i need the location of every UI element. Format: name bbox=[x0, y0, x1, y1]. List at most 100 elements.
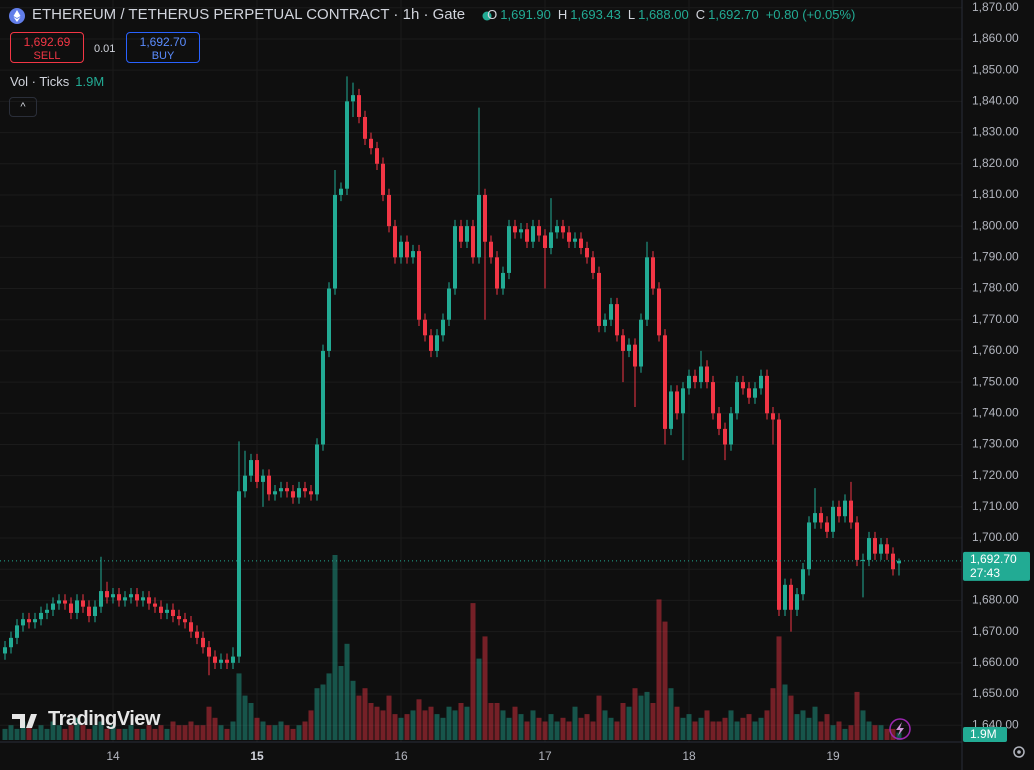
volume-bar bbox=[320, 684, 326, 740]
volume-bar bbox=[212, 717, 218, 740]
candle-body bbox=[381, 163, 385, 195]
candle-body bbox=[747, 388, 751, 398]
volume-bar bbox=[116, 728, 122, 740]
candle-body bbox=[447, 288, 451, 320]
candle-body bbox=[483, 194, 487, 242]
y-tick-label: 1,760.00 bbox=[972, 343, 1019, 357]
x-tick-label: 18 bbox=[682, 749, 696, 763]
volume-bar bbox=[506, 717, 512, 740]
candle-body bbox=[591, 257, 595, 273]
candle-body bbox=[855, 522, 859, 560]
volume-bar bbox=[38, 725, 44, 740]
volume-bar bbox=[482, 636, 488, 740]
candle-body bbox=[861, 559, 865, 561]
y-tick-label: 1,650.00 bbox=[972, 686, 1019, 700]
status-dot bbox=[482, 11, 492, 21]
volume-bar bbox=[548, 714, 554, 740]
candle-body bbox=[171, 609, 175, 617]
volume-bar bbox=[608, 717, 614, 740]
volume-bar bbox=[800, 710, 806, 740]
candle-body bbox=[783, 584, 787, 610]
candle-body bbox=[309, 491, 313, 495]
sell-label: SELL bbox=[33, 50, 61, 62]
volume-bar bbox=[488, 703, 494, 740]
candle-body bbox=[369, 138, 373, 149]
candle-body bbox=[789, 584, 793, 610]
volume-bar bbox=[842, 728, 848, 740]
candle-body bbox=[759, 375, 763, 389]
candle-body bbox=[213, 656, 217, 663]
candle-body bbox=[27, 619, 31, 623]
volume-bar bbox=[182, 725, 188, 740]
volume-bar bbox=[806, 717, 812, 740]
candle-body bbox=[669, 391, 673, 429]
settings-button[interactable] bbox=[1013, 746, 1025, 758]
candle-body bbox=[831, 506, 835, 532]
volume-bar bbox=[860, 710, 866, 740]
volume-bar bbox=[686, 714, 692, 740]
candle-body bbox=[579, 238, 583, 248]
volume-bar bbox=[236, 673, 242, 740]
candle-body bbox=[15, 625, 19, 638]
candle-body bbox=[609, 304, 613, 320]
candle-body bbox=[327, 288, 331, 351]
candle-body bbox=[651, 257, 655, 289]
settings-dot bbox=[1017, 750, 1021, 754]
candle-body bbox=[279, 488, 283, 492]
volume-bar bbox=[422, 710, 428, 740]
candle-body bbox=[819, 513, 823, 523]
y-tick-label: 1,710.00 bbox=[972, 499, 1019, 513]
volume-bar bbox=[848, 725, 854, 740]
volume-bar bbox=[812, 706, 818, 740]
candle-body bbox=[639, 319, 643, 367]
volume-bar bbox=[722, 717, 728, 740]
volume-bar bbox=[758, 717, 764, 740]
candle-body bbox=[885, 544, 889, 554]
volume-bar bbox=[854, 691, 860, 740]
volume-bar bbox=[332, 555, 338, 740]
y-tick-label: 1,720.00 bbox=[972, 468, 1019, 482]
y-tick-label: 1,680.00 bbox=[972, 593, 1019, 607]
candle-body bbox=[57, 600, 61, 604]
candle-body bbox=[585, 247, 589, 258]
candle-body bbox=[231, 656, 235, 663]
eth-glyph bbox=[13, 10, 21, 22]
volume-bar bbox=[716, 721, 722, 740]
volume-legend: Vol · Ticks 1.9M bbox=[10, 74, 104, 89]
candle-body bbox=[111, 594, 115, 598]
volume-bar bbox=[86, 728, 92, 740]
sell-button[interactable]: 1,692.69 SELL bbox=[10, 32, 84, 63]
candle-body bbox=[87, 606, 91, 617]
y-tick-label: 1,860.00 bbox=[972, 31, 1019, 45]
lightning-button[interactable] bbox=[889, 718, 911, 740]
volume-bar bbox=[230, 721, 236, 740]
ohlc: O 1,691.90 H 1,693.43 L 1,688.00 C 1,692.70 … bbox=[483, 7, 855, 22]
volume-bar bbox=[452, 710, 458, 740]
candle-body bbox=[99, 591, 103, 607]
volume-bar bbox=[836, 721, 842, 740]
candle-body bbox=[9, 637, 13, 648]
candle-body bbox=[477, 194, 481, 258]
candle-body bbox=[549, 232, 553, 248]
candle-body bbox=[333, 194, 337, 289]
candle-body bbox=[249, 460, 253, 476]
candle-body bbox=[537, 226, 541, 236]
candle-body bbox=[105, 591, 109, 598]
volume-bar bbox=[92, 725, 98, 740]
volume-bar bbox=[272, 725, 278, 740]
candle-body bbox=[849, 500, 853, 523]
candle-body bbox=[501, 272, 505, 289]
o-label: O bbox=[487, 7, 498, 22]
volume-bar bbox=[896, 732, 902, 740]
x-tick-label: 15 bbox=[250, 749, 264, 763]
buy-button[interactable]: 1,692.70 BUY bbox=[126, 32, 200, 63]
l-label: L bbox=[627, 7, 636, 22]
volume-bar bbox=[98, 721, 104, 740]
logo-icon bbox=[12, 714, 37, 728]
candle-body bbox=[543, 235, 547, 248]
candle-body bbox=[141, 597, 145, 601]
volume-name: Vol · Ticks bbox=[10, 74, 70, 89]
volume-bar bbox=[128, 725, 134, 740]
volume-bar bbox=[590, 721, 596, 740]
collapse-button[interactable]: ^ bbox=[9, 97, 37, 117]
